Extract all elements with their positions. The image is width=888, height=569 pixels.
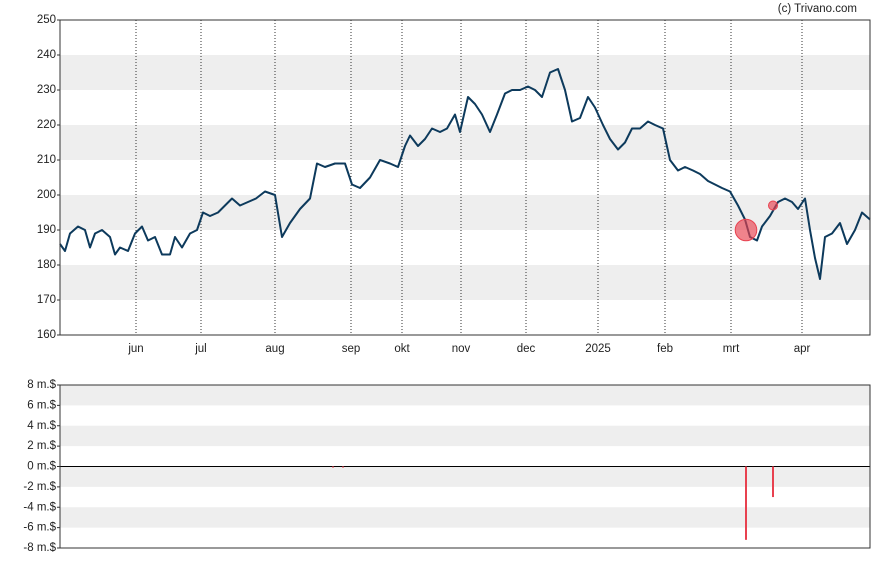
volume-bar (772, 466, 774, 498)
y-tick-label: 190 (37, 224, 56, 236)
x-tick-label: sep (342, 343, 361, 355)
y-tick-label: 230 (37, 84, 56, 96)
y-tick-label: 180 (37, 259, 56, 271)
x-tick-label: apr (794, 343, 811, 355)
y-tick-label: 200 (37, 189, 56, 201)
x-tick-label: dec (517, 343, 536, 355)
y-tick-label: 240 (37, 49, 56, 61)
y-tick-label: -4 m.$ (23, 501, 56, 513)
trade-marker (768, 200, 778, 211)
price-line (59, 68, 871, 280)
x-tick-label: jun (127, 343, 143, 355)
grid-band (60, 507, 870, 528)
grid-band (60, 425, 870, 447)
trade-marker (734, 218, 758, 242)
y-tick-label: 210 (37, 154, 56, 166)
grid-band (60, 55, 870, 90)
x-tick-label: aug (265, 343, 284, 355)
volume-bar (342, 466, 344, 468)
y-tick-label: 6 m.$ (27, 399, 56, 411)
volume-bar (332, 466, 334, 468)
plot-border (59, 384, 871, 549)
grid-band (60, 466, 870, 487)
y-tick-label: 8 m.$ (27, 379, 56, 391)
y-tick-label: 4 m.$ (27, 420, 56, 432)
y-tick-label: 160 (37, 329, 56, 341)
y-tick-label: -2 m.$ (23, 481, 56, 493)
grid-band (60, 385, 870, 406)
y-tick-label: 250 (37, 14, 56, 26)
y-tick-label: 220 (37, 119, 56, 131)
y-tick-label: 0 m.$ (27, 461, 56, 473)
grid-band (60, 125, 870, 160)
y-tick-label: -8 m.$ (23, 542, 56, 554)
x-tick-label: mrt (723, 343, 740, 355)
x-tick-label: nov (452, 343, 471, 355)
y-tick-label: 170 (37, 294, 56, 306)
x-tick-label: jul (194, 343, 207, 355)
credit: (c) Trivano.com (778, 3, 857, 15)
y-tick-label: -6 m.$ (23, 522, 56, 534)
grid-band (60, 265, 870, 300)
x-tick-label: 2025 (585, 343, 611, 355)
volume-bar (745, 466, 747, 540)
plot-border (59, 19, 871, 336)
x-tick-label: feb (657, 343, 673, 355)
y-tick-label: 2 m.$ (27, 440, 56, 452)
x-tick-label: okt (394, 343, 410, 355)
